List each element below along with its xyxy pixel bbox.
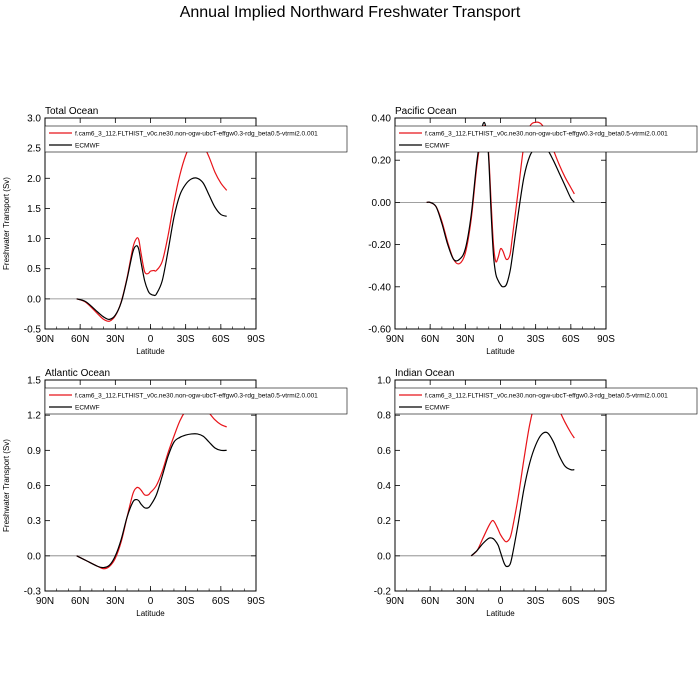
atlantic-ocean-title: Atlantic Ocean <box>45 368 110 379</box>
indian-ocean-series-model-line <box>470 388 575 557</box>
indian-ocean-ytick-label: 0.2 <box>377 516 391 527</box>
total-ocean-ytick-label: 1.0 <box>27 234 41 245</box>
total-ocean-xtick-label: 90N <box>36 334 54 345</box>
pacific-ocean-xtick-label: 60N <box>421 334 439 345</box>
pacific-ocean-ytick-label: 0.40 <box>372 114 392 125</box>
indian-ocean-ytick-label: 0.6 <box>377 446 391 457</box>
total-ocean-xtick-label: 60S <box>212 334 230 345</box>
total-ocean-legend-box <box>44 125 348 153</box>
pacific-ocean-xtick-label: 30S <box>527 334 545 345</box>
indian-ocean-xlabel: Latitude <box>486 609 515 618</box>
pacific-ocean-chart: Pacific Ocean 90N 60N 30N 0 30S 60S 90S -0.60 -0.… <box>368 106 698 356</box>
pacific-ocean-ytick-label: -0.40 <box>368 282 391 293</box>
total-ocean-ytick-label: 0.0 <box>27 294 41 305</box>
total-ocean-ytick-label: 2.5 <box>27 144 41 155</box>
atlantic-ocean-legend-label: f.cam6_3_112.FLTHIST_v0c.ne30.non-ogw-ub… <box>75 393 318 400</box>
pacific-ocean-xtick-label: 90N <box>386 334 404 345</box>
indian-ocean-xtick-label: 30N <box>456 596 474 607</box>
atlantic-ocean-ytick-label: 1.2 <box>27 411 41 422</box>
atlantic-ocean-xlabel: Latitude <box>136 609 165 618</box>
indian-ocean-ytick-label: -0.2 <box>374 587 392 598</box>
total-ocean-legend-label: f.cam6_3_112.FLTHIST_v0c.ne30.non-ogw-ub… <box>75 131 318 138</box>
total-ocean-xtick-label: 90S <box>247 334 265 345</box>
pacific-ocean-legend-box <box>394 125 698 153</box>
atlantic-ocean-xtick-label: 90S <box>247 596 265 607</box>
indian-ocean-legend-label: f.cam6_3_112.FLTHIST_v0c.ne30.non-ogw-ub… <box>425 393 668 400</box>
total-ocean-ytick-label: 1.5 <box>27 204 41 215</box>
pacific-ocean-legend-label: ECMWF <box>425 143 450 150</box>
total-ocean-xtick-label: 30S <box>177 334 195 345</box>
total-ocean-legend: f.cam6_3_112.FLTHIST_v0c.ne30.non-ogw-ub… <box>44 125 348 153</box>
atlantic-ocean-ytick-label: 1.5 <box>27 376 41 387</box>
indian-ocean-xtick-label: 90S <box>597 596 615 607</box>
indian-ocean-ytick-label: 0.4 <box>377 481 391 492</box>
atlantic-ocean-ytick-label: 0.9 <box>27 446 41 457</box>
indian-ocean-ytick-label: 0.8 <box>377 411 391 422</box>
indian-ocean-chart: Indian Ocean 90N 60N 30N 0 30S 60S 90S -0.2 0.0 0.… <box>374 368 698 618</box>
atlantic-ocean-ytick-label: 0.6 <box>27 481 41 492</box>
page-title: Annual Implied Northward Freshwater Tran… <box>179 4 521 21</box>
total-ocean-ytick-label: 3.0 <box>27 114 41 125</box>
pacific-ocean-legend-label: f.cam6_3_112.FLTHIST_v0c.ne30.non-ogw-ub… <box>425 131 668 138</box>
indian-ocean-xtick-label: 90N <box>386 596 404 607</box>
atlantic-ocean-xtick-label: 90N <box>36 596 54 607</box>
total-ocean-xtick-label: 0 <box>148 334 154 345</box>
pacific-ocean-xtick-label: 30N <box>456 334 474 345</box>
atlantic-ocean-chart: Atlantic Ocean 90N 60N 30N 0 30S 60S 90S -0.3 0.0… <box>2 368 348 618</box>
atlantic-ocean-ytick-label: 0.0 <box>27 551 41 562</box>
total-ocean-ylabel: Freshwater Transport (Sv) <box>2 177 11 270</box>
pacific-ocean-ytick-label: -0.20 <box>368 240 391 251</box>
atlantic-ocean-series-model-line <box>76 401 227 570</box>
total-ocean-ytick-label: -0.5 <box>24 325 42 336</box>
atlantic-ocean-series-ecmwf-line <box>76 433 227 569</box>
indian-ocean-xtick-label: 60N <box>421 596 439 607</box>
pacific-ocean-legend: f.cam6_3_112.FLTHIST_v0c.ne30.non-ogw-ub… <box>394 125 698 153</box>
total-ocean-series-ecmwf-line <box>76 177 227 320</box>
atlantic-ocean-xtick-label: 0 <box>148 596 154 607</box>
atlantic-ocean-legend-label: ECMWF <box>75 405 100 412</box>
atlantic-ocean-xtick-label: 30S <box>177 596 195 607</box>
indian-ocean-title: Indian Ocean <box>395 368 455 379</box>
pacific-ocean-ytick-label: -0.60 <box>368 325 391 336</box>
indian-ocean-xtick-label: 30S <box>527 596 545 607</box>
total-ocean-ytick-label: 0.5 <box>27 264 41 275</box>
total-ocean-legend-label: ECMWF <box>75 143 100 150</box>
pacific-ocean-xlabel: Latitude <box>486 347 515 356</box>
total-ocean-title: Total Ocean <box>45 106 98 117</box>
total-ocean-xlabel: Latitude <box>136 347 165 356</box>
atlantic-ocean-ylabel: Freshwater Transport (Sv) <box>2 439 11 532</box>
pacific-ocean-xtick-label: 90S <box>597 334 615 345</box>
pacific-ocean-title: Pacific Ocean <box>395 106 457 117</box>
indian-ocean-legend-label: ECMWF <box>425 405 450 412</box>
atlantic-ocean-xtick-label: 60S <box>212 596 230 607</box>
indian-ocean-legend: f.cam6_3_112.FLTHIST_v0c.ne30.non-ogw-ub… <box>394 387 698 415</box>
pacific-ocean-xtick-label: 60S <box>562 334 580 345</box>
atlantic-ocean-xtick-label: 30N <box>106 596 124 607</box>
atlantic-ocean-ytick-label: -0.3 <box>24 587 42 598</box>
atlantic-ocean-legend: f.cam6_3_112.FLTHIST_v0c.ne30.non-ogw-ub… <box>44 387 348 415</box>
atlantic-ocean-legend-box <box>44 387 348 415</box>
atlantic-ocean-xtick-label: 60N <box>71 596 89 607</box>
indian-ocean-xtick-label: 0 <box>498 596 504 607</box>
atlantic-ocean-ytick-label: 0.3 <box>27 516 41 527</box>
indian-ocean-ytick-label: 0.0 <box>377 551 391 562</box>
total-ocean-xtick-label: 30N <box>106 334 124 345</box>
total-ocean-xtick-label: 60N <box>71 334 89 345</box>
indian-ocean-xtick-label: 60S <box>562 596 580 607</box>
total-ocean-ytick-label: 2.0 <box>27 174 41 185</box>
indian-ocean-legend-box <box>394 387 698 415</box>
total-ocean-chart: Total Ocean 90N 60N 30N 0 30S 60S 90S -0.5 0.0 0.5… <box>2 106 348 356</box>
indian-ocean-ytick-label: 1.0 <box>377 376 391 387</box>
indian-ocean-series-ecmwf-line <box>470 431 575 568</box>
pacific-ocean-ytick-label: 0.20 <box>372 156 392 167</box>
pacific-ocean-xtick-label: 0 <box>498 334 504 345</box>
pacific-ocean-ytick-label: 0.00 <box>372 198 392 209</box>
